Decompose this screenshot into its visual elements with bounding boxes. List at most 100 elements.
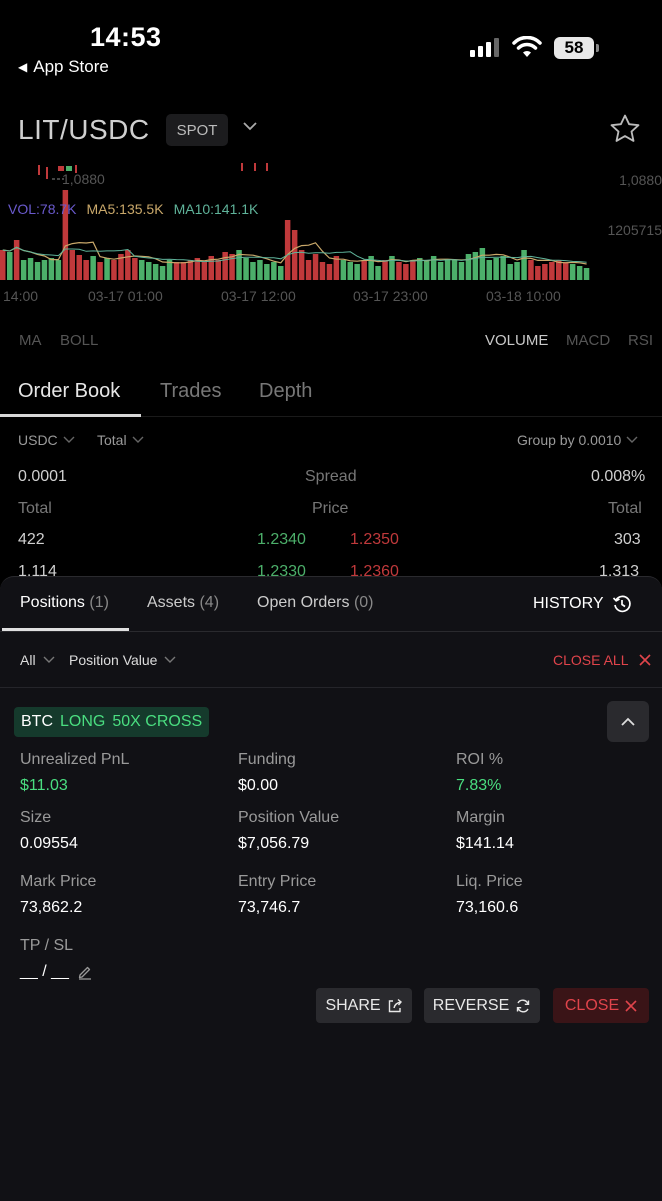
close-x-icon (638, 654, 651, 666)
sort-select[interactable]: Position Value (69, 652, 176, 668)
battery-indicator: 58 (554, 37, 594, 59)
close-all-button[interactable]: CLOSE ALL (553, 652, 651, 668)
tab-trades[interactable]: Trades (160, 380, 222, 402)
volume-bar (368, 256, 374, 280)
volume-bar (34, 262, 41, 280)
history-button[interactable]: HISTORY (533, 594, 632, 614)
tab-open-orders-count: (0) (353, 594, 374, 611)
share-button[interactable]: SHARE (316, 988, 412, 1023)
tab-assets-label: Assets (147, 594, 196, 611)
back-to-app-store[interactable]: ◀ App Store (18, 57, 109, 77)
roi-label: ROI % (456, 751, 504, 768)
volume-bar (250, 262, 256, 280)
volume-bar (41, 260, 48, 280)
tab-order-book[interactable]: Order Book (18, 380, 121, 402)
ask-total: 1,313 (599, 563, 640, 580)
volume-bar (423, 260, 430, 280)
volume-bar (229, 254, 235, 280)
volume-bar (403, 264, 409, 280)
volume-bar (437, 262, 444, 280)
tp-sl-row: __ / __ (20, 963, 93, 981)
position-symbol: BTC (21, 713, 53, 730)
group-by-select[interactable]: Group by 0.0010 (517, 432, 638, 448)
filter-divider (0, 687, 662, 688)
collapse-position-button[interactable] (607, 701, 649, 742)
chevron-down-icon (164, 656, 176, 663)
quote-currency-select[interactable]: USDC (18, 432, 75, 448)
volume-bar (430, 256, 437, 280)
volume-bar (76, 255, 82, 280)
entry-price-value: 73,746.7 (238, 899, 301, 916)
tab-active-underline (0, 414, 141, 417)
volume-bar (257, 260, 263, 280)
group-by-value: Group by 0.0010 (517, 432, 622, 448)
volume-bar (20, 260, 27, 280)
cellular-signal-icon (470, 38, 499, 57)
volume-bar (243, 258, 249, 280)
tab-assets[interactable]: Assets (4) (147, 594, 219, 612)
volume-chart (0, 163, 590, 280)
tab-divider (0, 416, 662, 417)
size-label: Size (20, 809, 52, 826)
volume-legend: VOL:78.7K MA5:135.5K MA10:141.1K (8, 201, 258, 217)
close-label: CLOSE (564, 996, 620, 1014)
volume-bar (166, 260, 173, 280)
indicator-ma[interactable]: MA (19, 332, 42, 349)
ask-price[interactable]: 1.2350 (350, 531, 399, 548)
back-triangle-icon: ◀ (18, 60, 28, 74)
time-tick: 14:00 (3, 288, 39, 304)
ma5-line (2, 241, 587, 265)
tab-depth[interactable]: Depth (259, 380, 313, 402)
volume-bar (201, 262, 208, 280)
spread-percent: 0.008% (591, 468, 646, 485)
volume-bar (576, 266, 583, 280)
volume-bar (465, 254, 472, 280)
edit-pencil-icon[interactable] (77, 964, 93, 980)
volume-bar (542, 264, 548, 280)
volume-bar (7, 252, 13, 280)
col-ask-total: Total (608, 500, 642, 517)
size-value: 0.09554 (20, 835, 78, 852)
volume-bar (222, 252, 228, 280)
volume-bar (132, 258, 138, 280)
reverse-button[interactable]: REVERSE (424, 988, 540, 1023)
chevron-down-icon (43, 656, 55, 663)
ask-price[interactable]: 1.2360 (350, 563, 399, 580)
indicator-macd[interactable]: MACD (566, 332, 611, 349)
filter-all-select[interactable]: All (20, 652, 55, 668)
unrealized-pnl-value: $11.03 (20, 777, 68, 794)
back-label: App Store (33, 57, 109, 76)
tab-positions[interactable]: Positions (1) (20, 594, 109, 612)
battery-tip (596, 44, 599, 52)
tab-positions-count: (1) (89, 594, 109, 611)
size-mode-select[interactable]: Total (97, 432, 144, 448)
close-x-icon (625, 999, 637, 1012)
col-price: Price (312, 500, 349, 517)
close-position-button[interactable]: CLOSE (553, 988, 649, 1023)
chevron-down-icon (626, 436, 638, 443)
volume-bar (319, 262, 326, 280)
volume-bar (514, 262, 520, 280)
volume-bar (417, 258, 423, 280)
favorite-star-icon[interactable] (608, 112, 642, 146)
volume-bar (479, 248, 486, 280)
indicator-rsi[interactable]: RSI (628, 332, 654, 349)
refresh-icon (517, 999, 530, 1012)
time-tick: 03-17 23:00 (353, 288, 428, 304)
quote-currency-value: USDC (18, 432, 58, 448)
status-time: 14:53 (90, 22, 162, 52)
volume-bar (507, 264, 513, 280)
mark-price-value: 73,862.2 (20, 899, 83, 916)
share-label: SHARE (325, 996, 381, 1014)
bid-price[interactable]: 1.2330 (257, 563, 306, 580)
pair-dropdown-chevron-icon[interactable] (242, 120, 258, 132)
bid-price[interactable]: 1.2340 (257, 531, 306, 548)
tab-open-orders[interactable]: Open Orders (0) (257, 594, 374, 612)
position-side: LONG (60, 713, 106, 730)
pair-title[interactable]: LIT/USDC (18, 114, 150, 145)
volume-bar (0, 250, 6, 280)
indicator-boll[interactable]: BOLL (60, 332, 99, 349)
position-value-value: $7,056.79 (238, 835, 310, 852)
indicator-volume[interactable]: VOLUME (485, 332, 549, 349)
volume-bar (90, 256, 96, 280)
